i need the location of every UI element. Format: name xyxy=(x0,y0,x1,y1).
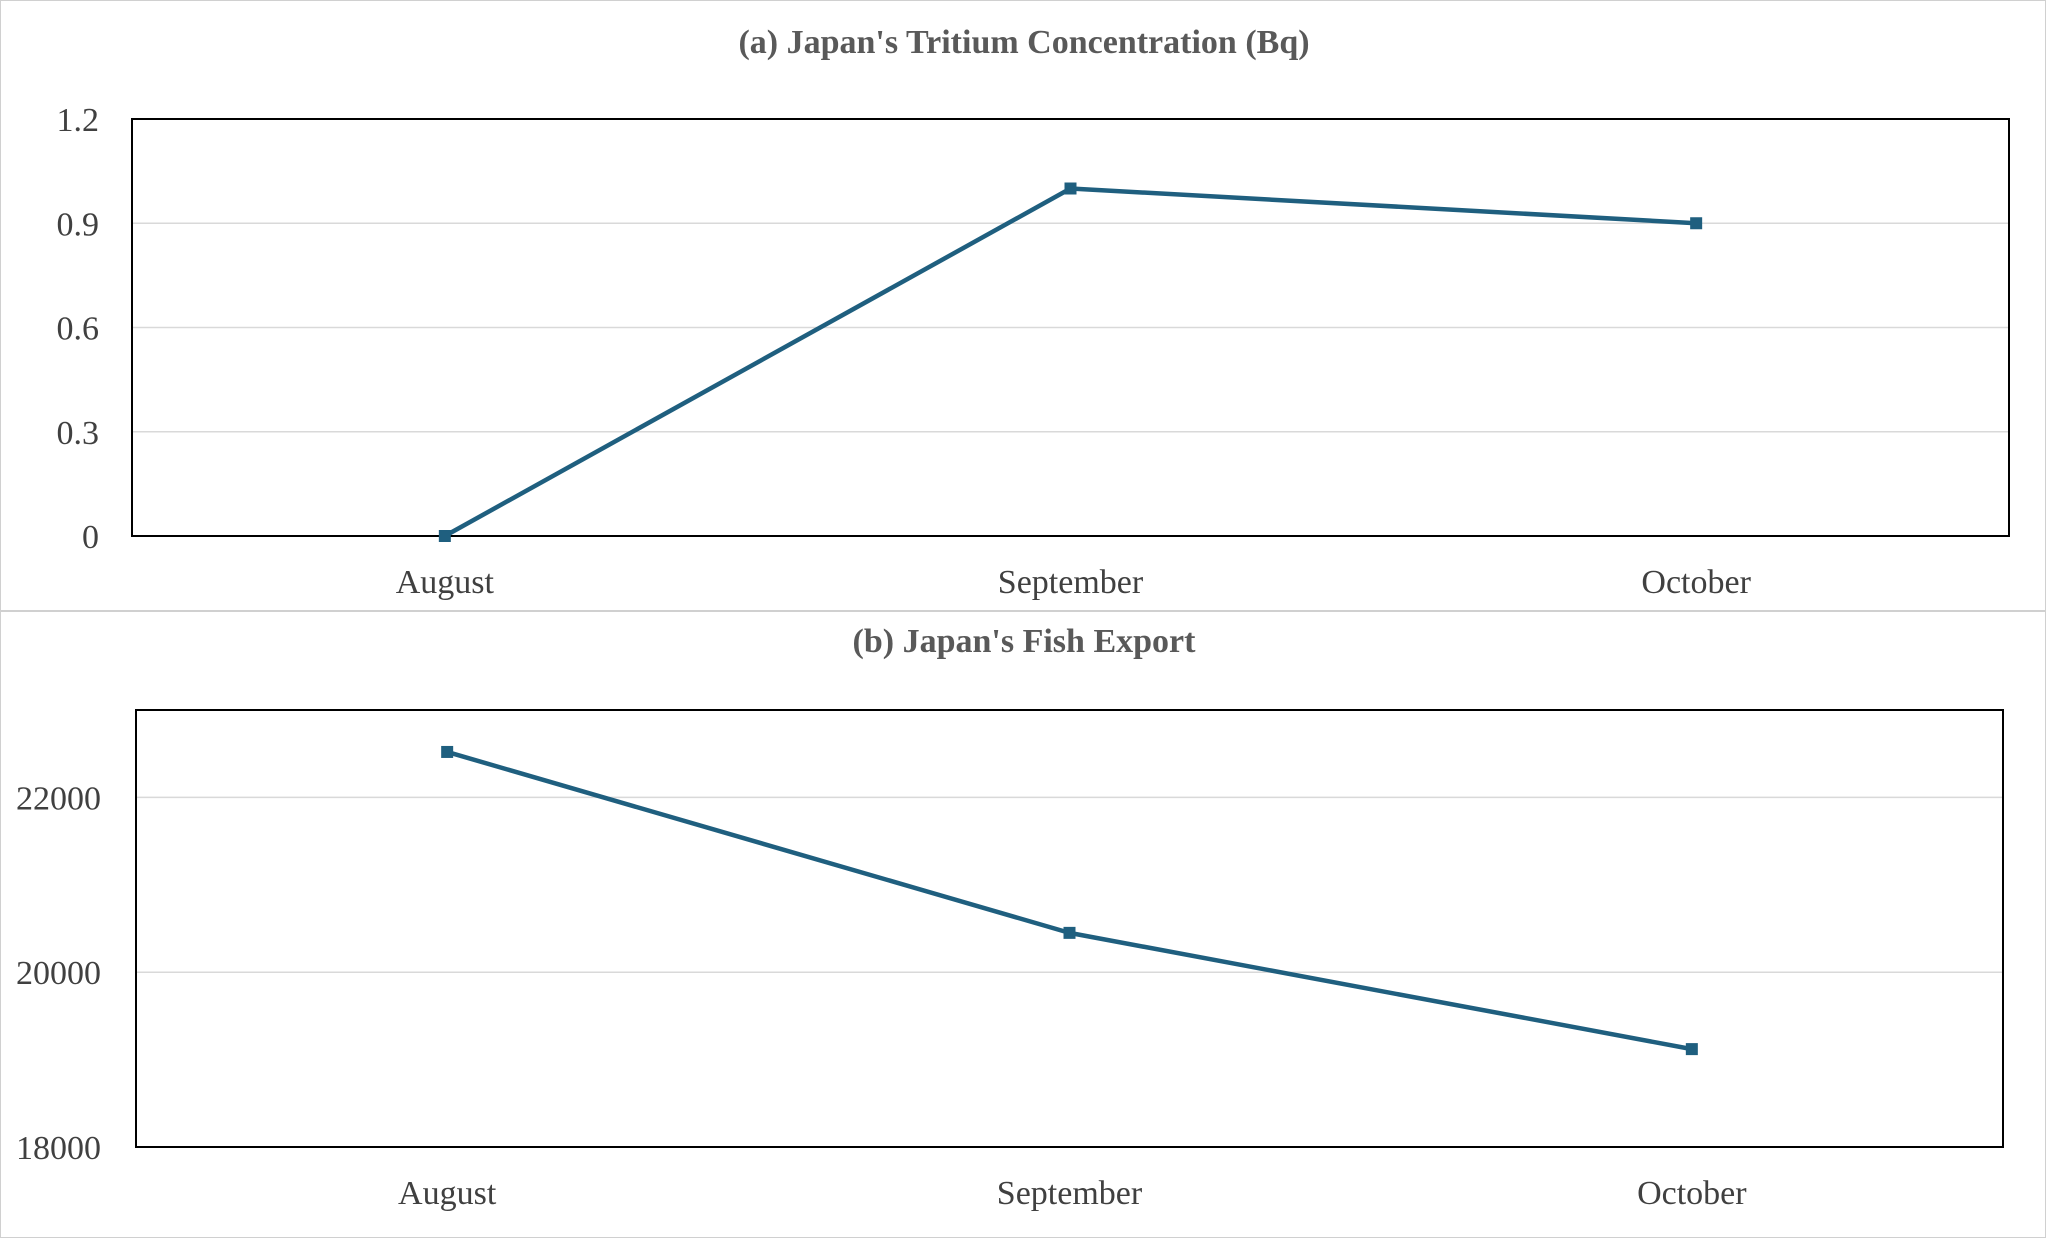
data-point-marker xyxy=(1064,182,1077,195)
data-point-marker xyxy=(1063,926,1076,939)
y-tick-label: 0 xyxy=(82,519,99,556)
x-tick-label: September xyxy=(997,1175,1143,1212)
y-tick-label: 0.3 xyxy=(57,415,100,452)
plot-area-border xyxy=(135,709,2004,1148)
series-line xyxy=(446,749,1693,1052)
x-tick-label: October xyxy=(1641,564,1751,601)
fish-export-chart-svg: (b) Japan's Fish Export 18000 20000 22000 A… xyxy=(16,623,2004,1212)
y-tick-label: 0.6 xyxy=(57,311,100,348)
y-tick-label: 0.9 xyxy=(57,206,100,243)
x-tick-label: September xyxy=(998,564,1144,601)
chart-panel-fish-export: (b) Japan's Fish Export 18000 20000 22000 A… xyxy=(0,611,2046,1238)
data-point-marker xyxy=(1685,1043,1698,1056)
y-tick-label: 22000 xyxy=(16,780,101,817)
chart-title: (b) Japan's Fish Export xyxy=(853,623,1197,660)
x-tick-label: August xyxy=(398,1175,497,1212)
y-tick-label: 18000 xyxy=(16,1130,101,1167)
data-point-marker xyxy=(438,530,451,542)
tritium-chart-svg: (a) Japan's Tritium Concentration (Bq) 0… xyxy=(57,24,2010,601)
y-tick-label: 1.2 xyxy=(57,102,100,139)
chart-title: (a) Japan's Tritium Concentration (Bq) xyxy=(738,24,1309,61)
data-point-marker xyxy=(441,745,454,758)
y-tick-label: 20000 xyxy=(16,955,101,992)
chart-panel-tritium: (a) Japan's Tritium Concentration (Bq) 0… xyxy=(0,0,2046,611)
series-line xyxy=(443,186,1697,538)
x-tick-label: October xyxy=(1637,1175,1747,1212)
x-tick-label: August xyxy=(396,564,495,601)
plot-area-border xyxy=(131,118,2010,537)
data-point-marker xyxy=(1690,217,1703,230)
